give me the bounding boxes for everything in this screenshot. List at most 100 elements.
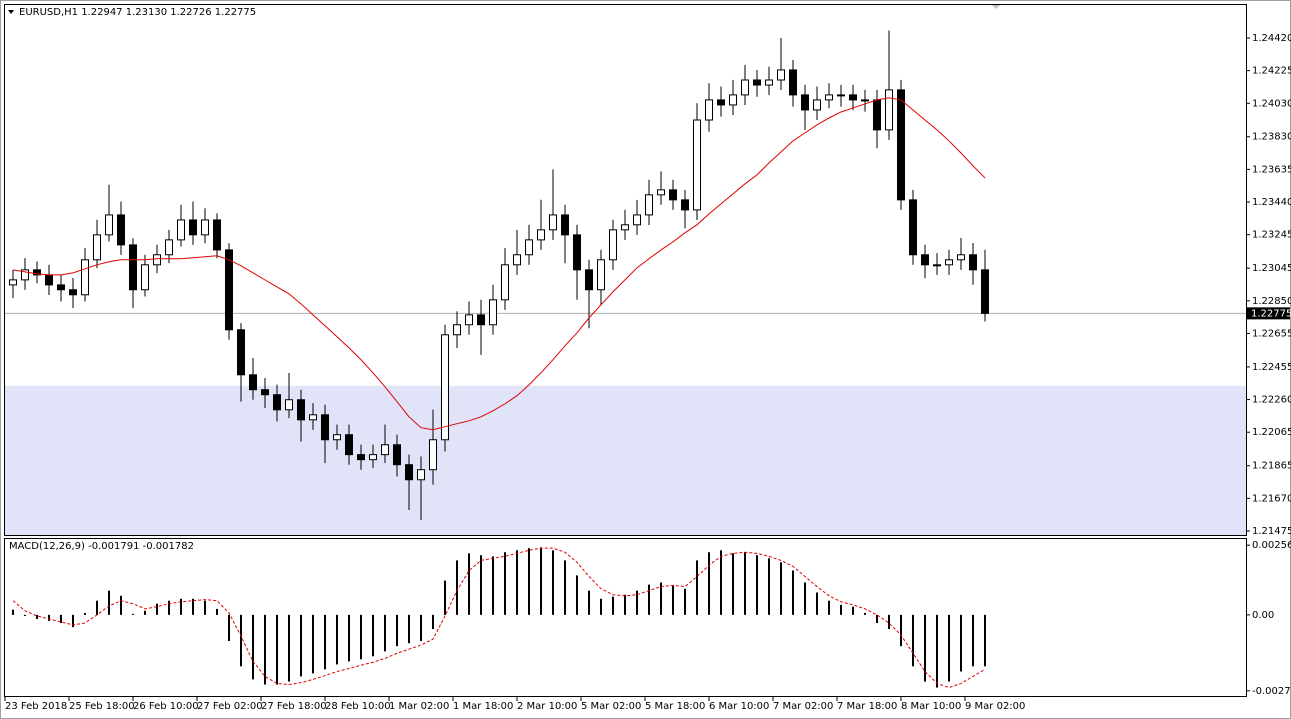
macd-panel <box>4 538 1247 697</box>
macd-bar <box>492 556 494 615</box>
macd-bar <box>360 614 362 660</box>
macd-bar <box>348 614 350 662</box>
menu-arrow[interactable] <box>8 10 14 14</box>
candle-body <box>249 374 257 391</box>
candle-body <box>189 219 197 236</box>
macd-bar <box>792 570 794 615</box>
macd-bar <box>984 614 986 667</box>
macd-bar <box>72 614 74 628</box>
candle-body <box>537 229 545 241</box>
candle-body <box>933 264 941 267</box>
candle-body <box>309 414 317 421</box>
macd-bar <box>504 552 506 615</box>
candle-body <box>525 239 533 256</box>
candle-body <box>345 434 353 456</box>
candle-body <box>813 99 821 111</box>
macd-bar <box>276 614 278 685</box>
macd-bar <box>264 614 266 685</box>
macd-bar <box>960 614 962 672</box>
macd-bar <box>648 584 650 615</box>
candle-body <box>213 219 221 251</box>
candle-body <box>93 234 101 261</box>
candle-body <box>45 274 53 286</box>
y-tick-label: 1.24225 <box>1252 66 1291 77</box>
candle-body <box>57 284 65 291</box>
candle-body <box>573 234 581 271</box>
macd-bar <box>540 547 542 615</box>
macd-bar <box>36 614 38 619</box>
candle-body <box>333 434 341 441</box>
candle-body <box>597 259 605 291</box>
macd-bar <box>204 600 206 615</box>
x-tick-label: 26 Feb 10:00 <box>133 701 199 712</box>
candle-body <box>873 99 881 131</box>
macd-bar <box>732 553 734 615</box>
macd-bar <box>816 592 818 615</box>
x-tick-label: 1 Mar 18:00 <box>453 701 513 712</box>
macd-bar <box>636 590 638 615</box>
candle-body <box>501 264 509 301</box>
candle-body <box>549 214 557 231</box>
x-tick-label: 8 Mar 10:00 <box>901 701 961 712</box>
candle-body <box>945 259 953 266</box>
macd-bar <box>216 608 218 615</box>
candle-body <box>9 279 17 286</box>
candle-body <box>717 99 725 106</box>
x-tick-label: 9 Mar 02:00 <box>965 701 1025 712</box>
x-tick-label: 1 Mar 02:00 <box>389 701 449 712</box>
candle-body <box>921 254 929 266</box>
candle-body <box>417 469 425 481</box>
x-tick-label: 27 Feb 02:00 <box>197 701 263 712</box>
y-tick-label: 1.22065 <box>1252 427 1291 438</box>
candle-body <box>477 314 485 326</box>
macd-bar <box>192 598 194 615</box>
candle-body <box>393 444 401 466</box>
y-tick-label: 0.00 <box>1252 610 1274 621</box>
zone <box>5 385 1246 535</box>
y-tick-label: 1.23635 <box>1252 164 1291 175</box>
candle-body <box>897 89 905 201</box>
y-tick-label: 1.21475 <box>1252 526 1291 537</box>
macd-bar <box>972 614 974 667</box>
macd-bar <box>300 614 302 677</box>
macd-bar <box>288 614 290 682</box>
macd-bar <box>600 598 602 615</box>
candle-body <box>981 269 989 314</box>
macd-bar <box>48 614 50 621</box>
price-badge <box>1247 307 1290 320</box>
x-tick-label: 5 Mar 18:00 <box>645 701 705 712</box>
candle-body <box>681 199 689 211</box>
macd-bar <box>132 613 134 615</box>
candle-body <box>237 329 245 376</box>
y-tick-label: 1.22655 <box>1252 328 1291 339</box>
candle-body <box>453 324 461 336</box>
candle-body <box>777 69 785 81</box>
x-tick-label: 28 Feb 10:00 <box>325 701 391 712</box>
price-panel <box>4 4 1247 536</box>
x-tick-label: 23 Feb 2018 <box>5 701 67 712</box>
candle-body <box>885 89 893 131</box>
y-tick-label: 1.22850 <box>1252 296 1291 307</box>
macd-bar <box>900 614 902 647</box>
macd-bar <box>768 558 770 615</box>
candle-body <box>81 259 89 296</box>
macd-bar <box>684 588 686 615</box>
x-tick-label: 7 Mar 18:00 <box>837 701 897 712</box>
macd-bar <box>804 582 806 615</box>
candle-body <box>621 224 629 231</box>
candle-body <box>357 454 365 461</box>
y-tick-label: 1.23440 <box>1252 197 1291 208</box>
macd-bar <box>108 590 110 615</box>
candle-body <box>21 269 29 281</box>
candle-body <box>141 264 149 291</box>
macd-bar <box>480 555 482 615</box>
macd-bar <box>780 562 782 615</box>
y-tick-label: 1.22260 <box>1252 395 1291 406</box>
macd-bar <box>528 548 530 615</box>
macd-bar <box>876 614 878 624</box>
candle-body <box>633 214 641 226</box>
macd-bar <box>612 596 614 615</box>
macd-bar <box>396 614 398 647</box>
